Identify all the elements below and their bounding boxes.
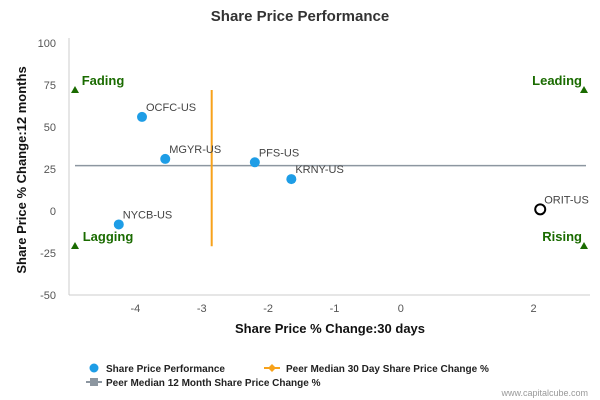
data-point [286, 174, 297, 185]
data-point-label: KRNY-US [295, 164, 344, 176]
x-tick-label: 0 [398, 303, 404, 315]
legend-diamond-icon [268, 364, 276, 372]
data-point [137, 111, 148, 122]
x-tick-label: -3 [197, 303, 207, 315]
legend-label: Peer Median 12 Month Share Price Change … [106, 378, 321, 389]
y-tick-label: 0 [50, 206, 56, 218]
chart-title: Share Price Performance [211, 8, 389, 25]
x-tick-labels: -4 -3 -2 -1 0 2 [130, 303, 536, 315]
data-point-label: PFS-US [259, 147, 299, 159]
data-point [113, 219, 124, 230]
y-tick-label: -50 [40, 290, 56, 302]
credit-text: www.capitalcube.com [500, 388, 588, 398]
data-point-label: MGYR-US [169, 144, 221, 156]
quadrant-triangle-icon [71, 86, 79, 93]
quadrant-triangle-icon [580, 86, 588, 93]
quadrant-triangle-icon [580, 242, 588, 249]
quadrant-triangle-icon [71, 242, 79, 249]
quadrant-label: Fading [82, 73, 125, 88]
legend-label: Share Price Performance [106, 364, 225, 375]
data-point [534, 203, 547, 216]
quadrant-label: Lagging [83, 229, 134, 244]
quadrant-label: Leading [532, 73, 582, 88]
legend-label: Peer Median 30 Day Share Price Change % [286, 364, 489, 375]
legend-dot-icon [89, 363, 99, 373]
data-point-label: ORIT-US [544, 194, 589, 206]
y-tick-label: 75 [44, 80, 56, 92]
y-axis-title: Share Price % Change:12 months [14, 66, 29, 273]
y-tick-label: 50 [44, 122, 56, 134]
y-tick-labels: 100 75 50 25 0 -25 -50 [38, 38, 56, 302]
x-axis-title: Share Price % Change:30 days [235, 321, 425, 336]
legend-square-icon [90, 378, 98, 386]
peer-median-lines [75, 90, 586, 247]
data-point [249, 157, 260, 168]
x-tick-label: -4 [130, 303, 140, 315]
data-point-label: OCFC-US [146, 102, 196, 114]
x-tick-label: 2 [531, 303, 537, 315]
data-point-label: NYCB-US [123, 209, 173, 221]
data-points: OCFC-US MGYR-US PFS-US KRNY-US NYCB-US ORIT-U… [113, 102, 589, 230]
y-tick-label: 100 [38, 38, 56, 50]
x-tick-label: -1 [330, 303, 340, 315]
y-tick-label: 25 [44, 164, 56, 176]
quadrant-labels: Fading Leading Lagging Rising [71, 73, 588, 249]
quadrant-label: Rising [542, 229, 582, 244]
legend: Share Price Performance Peer Median 30 Da… [86, 363, 489, 389]
data-point [160, 153, 171, 164]
x-tick-label: -2 [263, 303, 273, 315]
y-tick-label: -25 [40, 248, 56, 260]
